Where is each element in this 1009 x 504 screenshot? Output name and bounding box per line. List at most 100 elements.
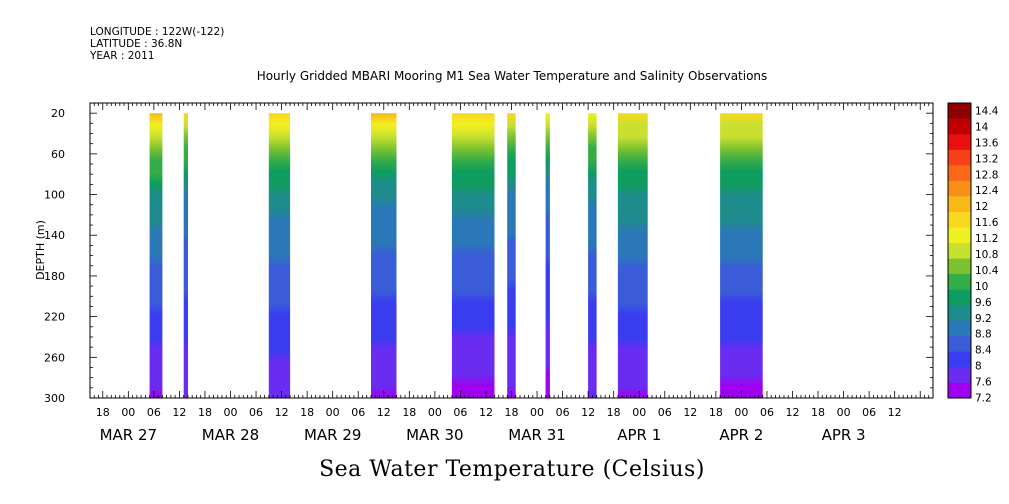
x-tick-label: 12 [377,406,391,419]
x-tick-label: 06 [351,406,365,419]
colorbar-swatch [948,196,971,212]
x-tick-label: 12 [888,406,902,419]
data-segment [149,113,163,398]
x-tick-label: 12 [683,406,697,419]
x-tick-label: 00 [224,406,238,419]
colorbar-swatch [948,165,971,181]
data-segment [545,113,550,398]
x-tick-label: 18 [96,406,110,419]
y-tick-label: 260 [44,351,65,364]
x-tick-label: 06 [453,406,467,419]
x-tick-label: 06 [760,406,774,419]
chart-title: Hourly Gridded MBARI Mooring M1 Sea Wate… [257,69,768,83]
x-tick-label: 12 [786,406,800,419]
colorbar-label: 7.6 [975,377,992,389]
date-label: APR 1 [617,426,661,444]
x-axis-ticks: 18 00 06 12 18 00 06 12 18 00 06 12 18 00 06 12 18 00 06 12… [89,103,934,444]
y-tick-label: 140 [44,229,65,242]
x-tick-label: 00 [326,406,340,419]
x-tick-label: 18 [709,406,723,419]
colorbar-label: 9.6 [975,297,992,309]
date-label: MAR 29 [304,426,361,444]
colorbar-label: 8.8 [975,329,992,341]
data-segment [371,113,397,398]
colorbar-label: 11.2 [975,233,998,245]
colorbar-swatch [948,227,971,244]
colorbar-frame [947,102,972,399]
x-tick-label: 00 [632,406,646,419]
x-tick-label: 06 [249,406,263,419]
data-segment [183,113,188,398]
year-label: YEAR : 2011 [89,50,154,62]
colorbar-swatch [948,320,971,337]
x-tick-label: 12 [479,406,493,419]
x-axis-title: Sea Water Temperature (Celsius) [319,457,705,482]
colorbar-swatch [948,289,971,306]
colorbar-swatch [948,103,971,119]
date-label: APR 3 [822,426,866,444]
colorbar-label: 10.8 [975,249,998,261]
colorbar-label: 13.2 [975,153,998,165]
x-tick-label: 06 [147,406,161,419]
data-segment [588,113,597,398]
x-tick-label: 00 [530,406,544,419]
x-tick-label: 18 [300,406,314,419]
y-tick-label: 300 [44,392,65,405]
x-tick-label: 18 [505,406,519,419]
x-tick-label: 12 [581,406,595,419]
colorbar-swatch [948,149,971,166]
data-segment [720,113,763,398]
y-tick-label: 60 [51,148,65,161]
x-tick-label: 18 [198,406,212,419]
y-tick-label: 100 [44,189,65,202]
x-tick-label: 06 [556,406,570,419]
colorbar-label: 14.4 [975,106,999,118]
date-label: APR 2 [719,426,763,444]
x-tick-label: 18 [402,406,416,419]
y-tick-label: 220 [44,311,65,324]
x-tick-label: 00 [121,406,135,419]
colorbar-swatch [948,366,971,383]
latitude-label: LATITUDE : 36.8N [90,38,182,50]
date-label: MAR 31 [508,426,565,444]
colorbar-swatch [948,304,971,321]
colorbar-swatch [948,273,971,290]
colorbar-swatch [948,134,971,150]
x-tick-label: 06 [862,406,876,419]
colorbar-label: 14 [975,121,989,133]
colorbar-swatch [948,211,971,228]
colorbar-swatch [948,242,971,259]
longitude-label: LONGITUDE : 122W(-122) [90,26,224,38]
x-tick-label: 12 [172,406,186,419]
x-tick-label: 18 [607,406,621,419]
colorbar-swatch [948,118,971,135]
date-label: MAR 27 [100,426,157,444]
colorbar-label: 12 [975,201,988,213]
colorbar-swatch [948,382,971,399]
colorbar-swatch [948,351,971,368]
date-label: MAR 28 [202,426,259,444]
data-segment [617,113,648,398]
data-segment [507,113,516,398]
plot-area: 18 00 06 12 18 00 06 12 18 00 06 12 18 00 06 12 18 00 06 12… [44,102,934,444]
x-tick-label: 00 [734,406,748,419]
y-tick-label: 20 [51,107,65,120]
data-segment [451,113,495,398]
colorbar-label: 11.6 [975,217,999,229]
colorbar-swatch [948,335,971,352]
colorbar-swatch [948,258,971,275]
data-segments [149,113,763,398]
colorbar-label: 8 [975,361,982,373]
x-tick-label: 06 [658,406,672,419]
y-axis-title: DEPTH (m) [34,220,47,280]
colorbar-label: 9.2 [975,313,992,325]
x-tick-label: 00 [837,406,851,419]
y-tick-label: 180 [44,270,65,283]
colorbar-label: 10 [975,281,988,293]
colorbar-label: 12.4 [975,185,999,197]
colorbar-label: 12.8 [975,169,998,181]
colorbar-swatch [948,180,971,197]
x-tick-label: 18 [811,406,825,419]
x-tick-label: 12 [275,406,289,419]
